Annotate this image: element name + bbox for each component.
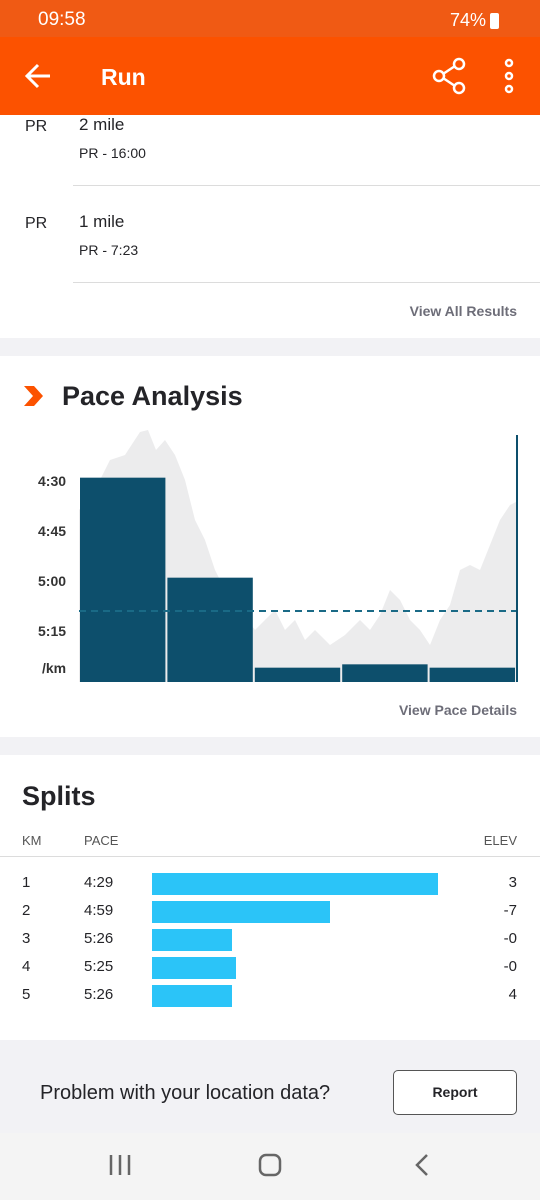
menu-button[interactable] [502, 57, 516, 95]
divider [73, 282, 540, 283]
split-pace: 5:26 [84, 986, 114, 1003]
split-pace: 4:59 [84, 902, 114, 919]
back[interactable] [414, 1153, 430, 1177]
split-km: 1 [22, 874, 31, 891]
pace-bar [254, 667, 341, 682]
section-icon [24, 386, 43, 406]
app-bar-title: Run [101, 64, 146, 90]
pace-bar [80, 477, 166, 682]
pr-badge: PR [25, 215, 47, 233]
home[interactable] [258, 1153, 282, 1177]
badge-label: PR [25, 118, 48, 135]
column-header: PACE [84, 833, 119, 848]
y-tick-label: 5:15 [38, 623, 66, 639]
status-bar: 09:58 74% [0, 0, 540, 37]
section-separator [0, 338, 540, 356]
split-bar [152, 985, 232, 1007]
section-separator [0, 737, 540, 755]
split-km: 4 [22, 958, 31, 975]
split-km: 2 [22, 902, 31, 919]
divider [0, 856, 540, 857]
section-title: Pace Analysis [62, 381, 243, 411]
battery-icon [490, 13, 499, 29]
report-button[interactable]: Report [393, 1070, 517, 1115]
split-bar [152, 873, 438, 895]
split-elev: -0 [503, 930, 517, 947]
split-elev: -0 [503, 958, 517, 975]
split-bar [152, 929, 232, 951]
section-title: Splits [22, 781, 96, 811]
pace-bar [342, 664, 428, 682]
prompt-text: Problem with your location data? [40, 1082, 331, 1104]
divider [73, 185, 540, 186]
y-unit-label: /km [42, 660, 66, 676]
split-elev: -7 [503, 902, 517, 919]
battery-level: 74% [450, 10, 487, 30]
recent-apps[interactable] [108, 1154, 132, 1176]
share-button[interactable] [432, 57, 468, 95]
split-pace: 5:26 [84, 930, 114, 947]
result-title: 1 mile [79, 212, 125, 231]
view-pace-details[interactable]: View Pace Details [398, 702, 517, 718]
pace-bar [429, 667, 515, 682]
navigation-bar [0, 1133, 540, 1200]
pr-badge: PR [25, 118, 47, 136]
split-bar [152, 901, 330, 923]
view-all-results[interactable]: View All Results [409, 303, 517, 319]
split-elev: 4 [508, 986, 517, 1003]
result-subtitle: PR - 7:23 [79, 242, 139, 258]
location-prompt: Problem with your location data? Report [0, 1040, 540, 1133]
pace-bar [167, 577, 253, 682]
back-button[interactable] [24, 62, 54, 90]
split-km: 3 [22, 930, 31, 947]
column-header: ELEV [483, 833, 517, 848]
column-header: KM [22, 833, 42, 848]
y-tick-label: 5:00 [38, 573, 66, 589]
split-km: 5 [22, 986, 31, 1003]
clock: 09:58 [38, 9, 86, 30]
app-bar: Run [0, 37, 540, 115]
y-tick-label: 4:30 [38, 473, 66, 489]
pace-chart: 4:30 4:45 5:00 5:15/km [38, 430, 518, 682]
split-pace: 4:29 [84, 874, 114, 891]
result-title: 2 mile [79, 115, 125, 134]
split-elev: 3 [508, 874, 517, 891]
split-bar [152, 957, 236, 979]
split-pace: 5:25 [84, 958, 114, 975]
result-subtitle: PR - 16:00 [79, 145, 146, 161]
badge-label: PR [25, 215, 48, 232]
y-tick-label: 4:45 [38, 523, 66, 539]
